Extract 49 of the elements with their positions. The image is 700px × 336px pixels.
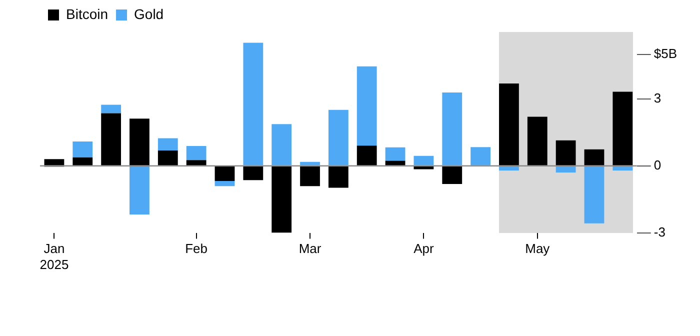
bar [243, 42, 264, 166]
bar [356, 146, 377, 166]
bar [328, 166, 348, 188]
x-tick-label: Apr [414, 241, 434, 256]
bar [72, 142, 93, 158]
bar [101, 104, 122, 114]
bar [385, 147, 406, 161]
x-tick-label: Mar [298, 241, 322, 256]
bar [385, 160, 406, 166]
bar [527, 116, 548, 166]
bar [158, 150, 178, 166]
bar [470, 147, 490, 166]
legend-label: Bitcoin [66, 6, 108, 22]
bar [272, 124, 292, 166]
bar [499, 84, 519, 166]
bar [214, 166, 235, 182]
x-tick-label: May [525, 241, 550, 256]
bar [556, 140, 576, 166]
x-tick-label: Feb [185, 241, 208, 256]
bar [612, 166, 633, 171]
bar [612, 92, 633, 166]
bar [272, 166, 292, 233]
bar [414, 156, 434, 166]
bar [186, 146, 206, 160]
y-tick-label: 3 [654, 90, 662, 106]
bar [72, 157, 93, 166]
bar [556, 166, 576, 173]
bar [300, 166, 320, 186]
bar [584, 166, 604, 224]
y-tick-label: $5B [654, 46, 678, 61]
legend-label: Gold [134, 6, 164, 22]
bar [130, 166, 150, 215]
bar [328, 110, 348, 166]
bar [214, 181, 235, 186]
bar [101, 113, 122, 166]
bar [130, 118, 150, 166]
bar [158, 138, 178, 150]
bar [442, 92, 462, 166]
bar [44, 159, 64, 166]
bar [356, 66, 377, 146]
y-tick-label: -3 [654, 224, 666, 240]
bar [186, 160, 206, 166]
x-tick-label: Jan 2025 [40, 241, 69, 272]
bar [243, 166, 264, 180]
y-tick-label: 0 [654, 157, 662, 172]
bar [300, 162, 320, 166]
bar [499, 166, 519, 171]
bar [584, 149, 604, 166]
bar [442, 166, 462, 184]
